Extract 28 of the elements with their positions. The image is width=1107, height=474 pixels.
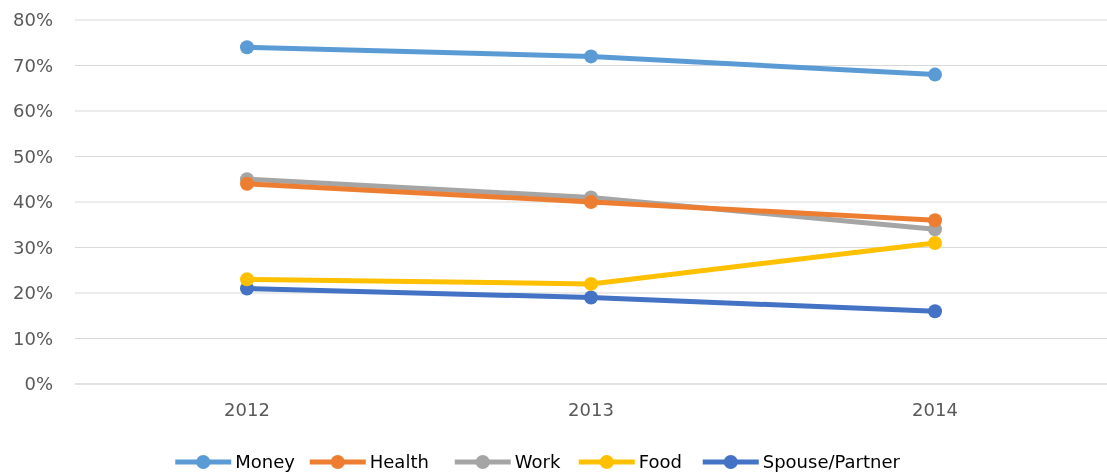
point xyxy=(240,176,254,191)
x-tick-label: 2012 xyxy=(224,399,270,420)
y-tick-label: 50% xyxy=(12,145,53,167)
y-tick-label: 40% xyxy=(12,191,53,213)
legend-label: Spouse/Partner xyxy=(762,451,901,473)
y-tick-label: 30% xyxy=(12,236,53,258)
legend-label: Money xyxy=(235,451,296,473)
point xyxy=(928,213,942,228)
y-tick-label: 70% xyxy=(12,54,53,76)
y-tick-label: 0% xyxy=(24,373,53,395)
y-tick-label: 10% xyxy=(12,327,53,349)
legend-label: Food xyxy=(638,451,682,473)
y-tick-label: 60% xyxy=(12,100,53,122)
x-tick-label: 2014 xyxy=(912,399,958,420)
point xyxy=(240,40,254,55)
point xyxy=(240,272,254,287)
legend-label: Work xyxy=(514,451,561,473)
point xyxy=(928,67,942,82)
point xyxy=(928,235,942,250)
point xyxy=(584,276,598,291)
x-tick-label: 2013 xyxy=(568,399,614,420)
point xyxy=(584,195,598,209)
point xyxy=(584,290,598,305)
y-tick-label: 80% xyxy=(12,9,53,31)
point xyxy=(584,49,598,64)
y-tick-label: 20% xyxy=(12,282,53,304)
point xyxy=(928,304,942,319)
legend-label: Health xyxy=(369,451,429,473)
